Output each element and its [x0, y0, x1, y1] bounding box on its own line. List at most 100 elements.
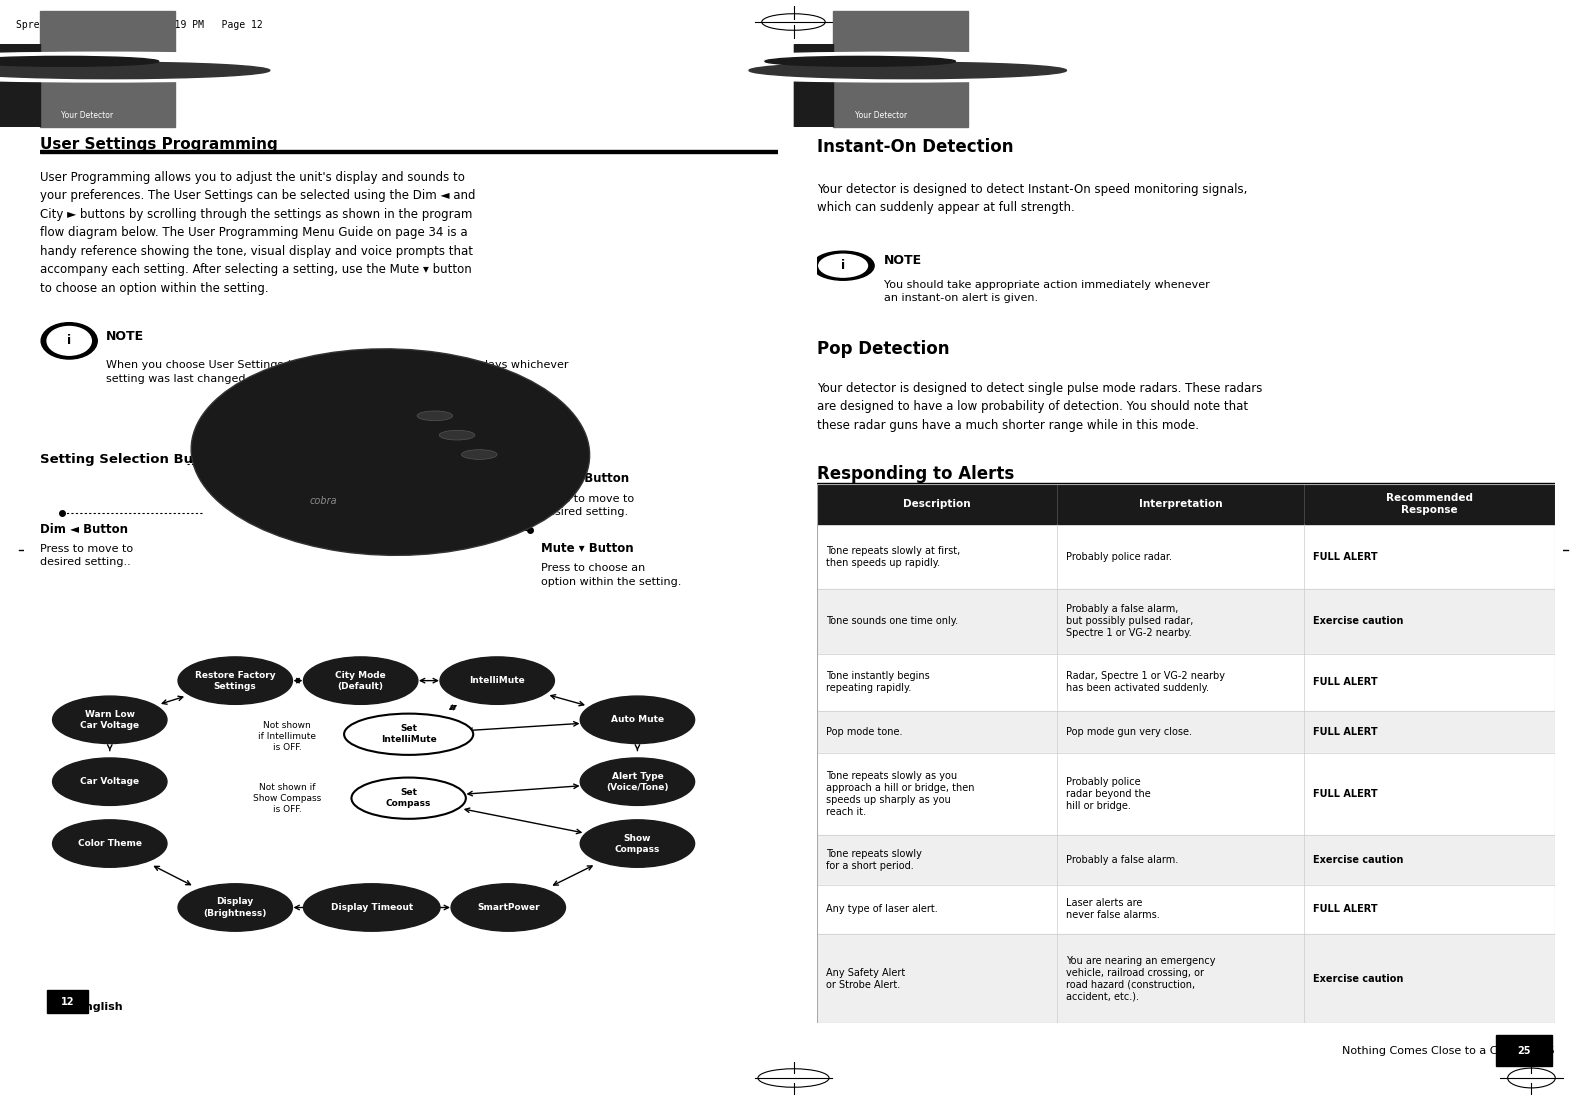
- Bar: [817, 484, 1555, 525]
- Circle shape: [765, 56, 955, 66]
- Ellipse shape: [52, 758, 167, 805]
- Text: Description: Description: [903, 499, 971, 509]
- Bar: [817, 590, 1555, 653]
- Text: Not shown if
Show Compass
is OFF.: Not shown if Show Compass is OFF.: [252, 782, 321, 814]
- Text: Detection: Detection: [992, 77, 1100, 97]
- Text: Your Detector: Your Detector: [62, 111, 113, 120]
- Ellipse shape: [417, 411, 452, 420]
- Text: User Settings Programming: User Settings Programming: [40, 138, 278, 152]
- Text: IntelliMute: IntelliMute: [470, 676, 525, 685]
- Text: Press to move to
desired setting..: Press to move to desired setting..: [40, 544, 133, 568]
- Text: Pop mode tone.: Pop mode tone.: [827, 727, 903, 737]
- Text: Pop Detection: Pop Detection: [817, 340, 949, 359]
- Text: Tone sounds one time only.: Tone sounds one time only.: [827, 616, 959, 626]
- Text: Your detector is designed to detect Instant-On speed monitoring signals,
which c: Your detector is designed to detect Inst…: [817, 183, 1247, 215]
- Text: Color Theme: Color Theme: [78, 839, 141, 848]
- Text: SmartPower: SmartPower: [478, 903, 540, 912]
- Text: When you choose User Settings (page 11, step 2a), the system displays whichever
: When you choose User Settings (page 11, …: [106, 360, 568, 384]
- Text: Warn Low
Car Voltage: Warn Low Car Voltage: [81, 710, 140, 730]
- Text: Tone repeats slowly as you
approach a hill or bridge, then
speeds up sharply as : Tone repeats slowly as you approach a hi…: [827, 771, 974, 817]
- Text: Probably a false alarm,
but possibly pulsed radar,
Spectre 1 or VG-2 nearby.: Probably a false alarm, but possibly pul…: [1066, 604, 1193, 638]
- Text: Any type of laser alert.: Any type of laser alert.: [827, 904, 938, 914]
- Text: Recommended
Response: Recommended Response: [1387, 494, 1473, 515]
- Text: Dim ◄ Button: Dim ◄ Button: [40, 522, 127, 536]
- Ellipse shape: [52, 820, 167, 867]
- Bar: [817, 712, 1555, 754]
- Circle shape: [819, 254, 868, 277]
- Bar: [817, 525, 1555, 590]
- Text: Not shown
if Intellimute
is OFF.: Not shown if Intellimute is OFF.: [259, 720, 316, 752]
- Text: Exercise caution: Exercise caution: [1312, 616, 1403, 626]
- Text: NOTE: NOTE: [106, 330, 144, 342]
- Text: Probably police
radar beyond the
hill or bridge.: Probably police radar beyond the hill or…: [1066, 778, 1151, 812]
- Ellipse shape: [440, 430, 475, 440]
- Text: Setting Selection Buttons:: Setting Selection Buttons:: [40, 453, 236, 466]
- Bar: [1497, 1035, 1552, 1066]
- Text: Display Timeout: Display Timeout: [330, 903, 413, 912]
- Circle shape: [813, 251, 874, 280]
- Text: 12  English: 12 English: [54, 1001, 124, 1012]
- Text: FULL ALERT: FULL ALERT: [1312, 552, 1378, 562]
- Bar: [794, 44, 833, 127]
- Text: Your detector is designed to detect single pulse mode radars. These radars
are d: Your detector is designed to detect sing…: [817, 382, 1263, 432]
- Ellipse shape: [581, 696, 695, 744]
- Text: Alert Type
(Voice/Tone): Alert Type (Voice/Tone): [606, 771, 668, 792]
- Circle shape: [0, 56, 159, 66]
- Bar: [40, 11, 175, 127]
- Text: Tone repeats slowly at first,
then speeds up rapidly.: Tone repeats slowly at first, then speed…: [827, 546, 960, 568]
- Text: You should take appropriate action immediately whenever
an instant-on alert is g: You should take appropriate action immed…: [884, 279, 1209, 304]
- Text: Restore Factory
Settings: Restore Factory Settings: [195, 671, 276, 691]
- Text: i: i: [67, 334, 71, 348]
- Ellipse shape: [462, 450, 497, 460]
- Text: Radar, Spectre 1 or VG-2 nearby
has been activated suddenly.: Radar, Spectre 1 or VG-2 nearby has been…: [1066, 671, 1225, 693]
- Text: Program Flow Diagrams: Program Flow Diagrams: [198, 77, 462, 97]
- Ellipse shape: [303, 657, 417, 704]
- Ellipse shape: [351, 778, 467, 818]
- Bar: [48, 990, 87, 1013]
- Text: 12: 12: [60, 997, 75, 1006]
- Bar: [794, 44, 795, 127]
- Ellipse shape: [178, 883, 292, 932]
- Circle shape: [0, 52, 389, 81]
- Text: Show
Compass: Show Compass: [614, 834, 660, 854]
- Ellipse shape: [440, 657, 554, 704]
- Bar: [817, 754, 1555, 835]
- Text: Nothing Comes Close to a Cobra®  25: Nothing Comes Close to a Cobra® 25: [1343, 1045, 1555, 1056]
- Circle shape: [0, 63, 270, 79]
- Text: City ► Button: City ► Button: [541, 473, 630, 485]
- Ellipse shape: [190, 349, 590, 556]
- Text: FULL ALERT: FULL ALERT: [1312, 790, 1378, 800]
- Text: FULL ALERT: FULL ALERT: [1312, 727, 1378, 737]
- Ellipse shape: [451, 883, 565, 932]
- Text: City Mode
(Default): City Mode (Default): [335, 671, 386, 691]
- Bar: [0, 44, 40, 127]
- Text: Probably police radar.: Probably police radar.: [1066, 552, 1171, 562]
- Text: Exercise caution: Exercise caution: [1312, 855, 1403, 865]
- Text: Your Detector: Your Detector: [855, 111, 906, 120]
- Text: Any Safety Alert
or Strobe Alert.: Any Safety Alert or Strobe Alert.: [827, 968, 906, 990]
- Ellipse shape: [178, 657, 292, 704]
- Text: Responding to Alerts: Responding to Alerts: [817, 465, 1014, 483]
- Text: Display
(Brightness): Display (Brightness): [203, 898, 267, 917]
- Text: Set
Compass: Set Compass: [386, 788, 432, 808]
- Ellipse shape: [581, 758, 695, 805]
- Ellipse shape: [344, 714, 473, 755]
- Circle shape: [41, 322, 97, 359]
- Bar: [817, 884, 1555, 934]
- Text: cobra: cobra: [309, 495, 338, 506]
- Ellipse shape: [303, 883, 440, 932]
- Text: Press to move to
desired setting.: Press to move to desired setting.: [541, 494, 635, 517]
- Text: Laser alerts are
never false alarms.: Laser alerts are never false alarms.: [1066, 899, 1160, 921]
- Text: You are nearing an emergency
vehicle, railroad crossing, or
road hazard (constru: You are nearing an emergency vehicle, ra…: [1066, 956, 1216, 1002]
- Text: Pop mode gun very close.: Pop mode gun very close.: [1066, 727, 1192, 737]
- Text: Interpretation: Interpretation: [1139, 499, 1222, 509]
- Text: Press to choose an
option within the setting.: Press to choose an option within the set…: [541, 563, 682, 586]
- Circle shape: [48, 327, 92, 355]
- Text: Car Voltage: Car Voltage: [81, 778, 140, 786]
- Text: Auto Mute: Auto Mute: [611, 715, 663, 724]
- Text: Set
IntelliMute: Set IntelliMute: [381, 724, 436, 745]
- Text: Tone repeats slowly
for a short period.: Tone repeats slowly for a short period.: [827, 849, 922, 871]
- Text: Exercise caution: Exercise caution: [1312, 974, 1403, 983]
- Text: FULL ALERT: FULL ALERT: [1312, 904, 1378, 914]
- Bar: [817, 835, 1555, 884]
